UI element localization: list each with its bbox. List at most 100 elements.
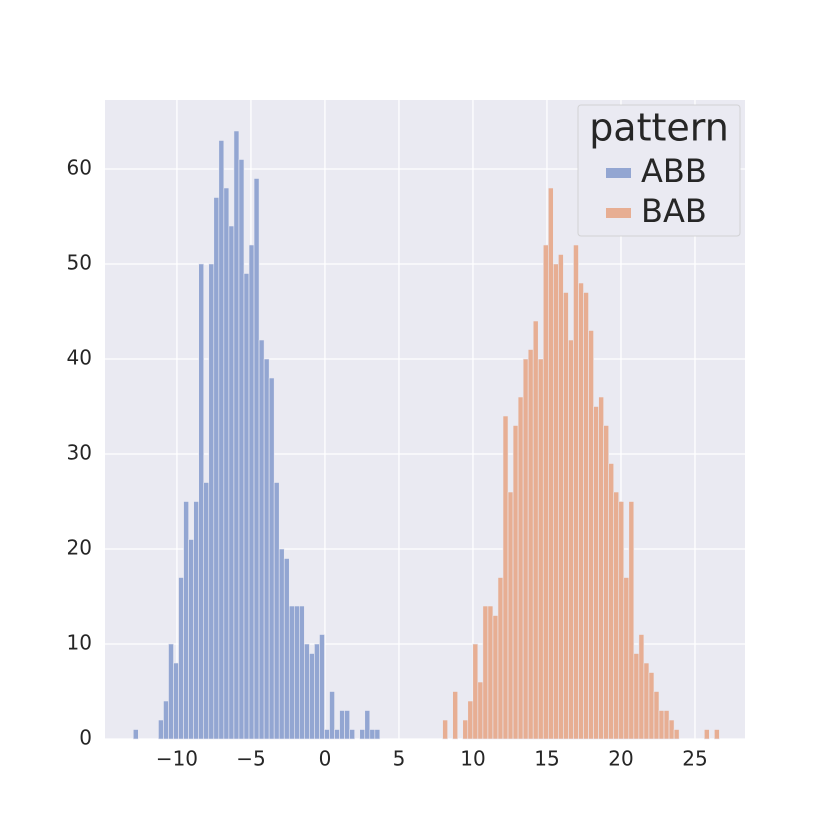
bar (349, 729, 355, 740)
bar (653, 691, 660, 740)
bar (248, 244, 255, 740)
bar (558, 254, 564, 740)
bar (537, 358, 544, 740)
bar (714, 729, 720, 740)
bar (633, 653, 640, 740)
bar (319, 634, 325, 740)
x-tick-label: 20 (608, 747, 633, 771)
bar (288, 605, 295, 740)
bar (703, 729, 710, 740)
bar (334, 729, 340, 740)
bar (542, 244, 549, 740)
y-tick-label: 20 (67, 535, 92, 559)
legend-label: ABB (641, 152, 707, 190)
bar (527, 349, 534, 740)
bar (482, 605, 489, 740)
bar (502, 415, 509, 740)
bar (643, 662, 650, 740)
bar (309, 653, 315, 740)
bar (568, 339, 574, 740)
bar (532, 320, 539, 740)
bar (218, 140, 225, 740)
bar (193, 501, 199, 740)
bar (497, 577, 504, 740)
bar (132, 729, 139, 740)
bar (223, 187, 230, 740)
bar (658, 710, 665, 740)
bar (588, 330, 594, 740)
bar (329, 691, 335, 740)
bar (638, 634, 645, 740)
bar (183, 501, 189, 740)
bar (648, 672, 655, 740)
y-tick-label: 30 (67, 440, 92, 464)
bar (178, 577, 184, 740)
bar (158, 719, 164, 740)
bar (278, 548, 285, 740)
y-tick-label: 10 (67, 630, 92, 654)
bar (477, 681, 484, 740)
bar (583, 292, 589, 740)
bar (618, 501, 625, 740)
bar (314, 643, 320, 740)
bar (283, 558, 290, 740)
bar (369, 729, 376, 740)
bar (268, 377, 275, 740)
bar (364, 710, 371, 740)
bar (168, 643, 174, 740)
bar (462, 719, 469, 740)
bar (198, 263, 205, 740)
bar (163, 700, 169, 740)
bar (522, 358, 529, 740)
x-tick-label: 5 (393, 747, 406, 771)
bar (563, 292, 569, 740)
bar (203, 482, 210, 740)
bar (213, 197, 220, 740)
bar (578, 282, 584, 740)
bar (374, 729, 381, 740)
bar (547, 187, 554, 740)
legend-title: pattern (589, 106, 729, 150)
bar (553, 263, 559, 740)
bar (324, 729, 330, 740)
legend-swatch (606, 208, 631, 218)
bar (243, 273, 250, 740)
y-tick-label: 50 (67, 250, 92, 274)
bar (339, 710, 345, 740)
x-tick-label: 0 (319, 747, 332, 771)
bar (258, 339, 265, 740)
bar (442, 719, 448, 740)
bar (492, 615, 499, 740)
y-tick-label: 60 (67, 155, 92, 179)
bar (452, 691, 459, 740)
bar (668, 719, 675, 740)
bar (359, 729, 366, 740)
bar (573, 244, 579, 740)
bar (273, 482, 280, 740)
bar (613, 491, 620, 740)
x-tick-label: −10 (156, 747, 198, 771)
x-tick-label: 10 (460, 747, 485, 771)
legend-swatch (606, 168, 631, 178)
bar (663, 710, 670, 740)
bar (173, 662, 179, 740)
legend-label: BAB (641, 192, 707, 230)
bar (263, 358, 270, 740)
bar (238, 159, 245, 740)
bar (673, 729, 680, 740)
bar (628, 501, 635, 740)
legend-box (577, 104, 741, 237)
bar (188, 539, 194, 740)
bar (299, 605, 305, 740)
bar (467, 700, 474, 740)
bar (208, 263, 215, 740)
bar (512, 425, 519, 740)
bar (517, 396, 524, 740)
bar (233, 130, 240, 740)
x-tick-label: −5 (236, 747, 265, 771)
bar (608, 463, 615, 740)
bar (603, 425, 609, 740)
bar (304, 643, 310, 740)
bar (593, 406, 599, 740)
